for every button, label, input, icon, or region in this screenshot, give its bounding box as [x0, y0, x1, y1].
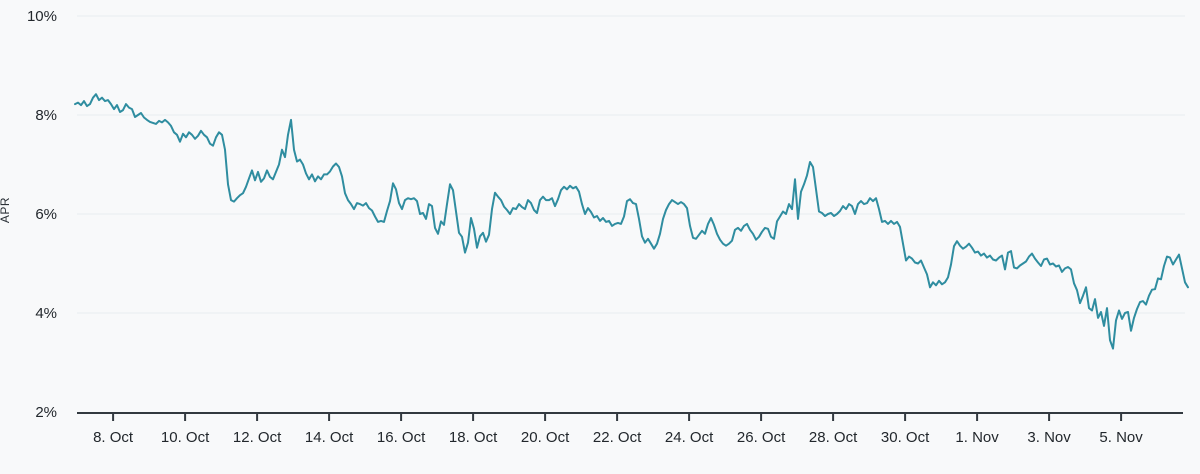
x-axis-label: 22. Oct: [593, 429, 642, 446]
y-axis-label-4: 4%: [35, 305, 57, 322]
y-axis-title: APR: [0, 197, 12, 223]
x-axis-label: 5. Nov: [1099, 429, 1143, 446]
x-axis-label: 20. Oct: [521, 429, 570, 446]
x-axis-label: 1. Nov: [955, 429, 999, 446]
y-axis-label-10: 10%: [27, 8, 57, 25]
x-axis-label: 30. Oct: [881, 429, 930, 446]
x-axis-label: 8. Oct: [93, 429, 134, 446]
x-axis-label: 12. Oct: [233, 429, 282, 446]
x-axis-label: 26. Oct: [737, 429, 786, 446]
x-axis-label: 3. Nov: [1027, 429, 1071, 446]
x-axis-label: 18. Oct: [449, 429, 498, 446]
y-axis-label-8: 8%: [35, 107, 57, 124]
y-axis-label-2: 2%: [35, 404, 57, 421]
x-axis-label: 16. Oct: [377, 429, 426, 446]
x-axis-label: 28. Oct: [809, 429, 858, 446]
y-axis-label-6: 6%: [35, 206, 57, 223]
apr-series-line: [74, 93, 1189, 350]
x-axis-label: 14. Oct: [305, 429, 354, 446]
x-axis-label: 10. Oct: [161, 429, 210, 446]
x-axis-label: 24. Oct: [665, 429, 714, 446]
